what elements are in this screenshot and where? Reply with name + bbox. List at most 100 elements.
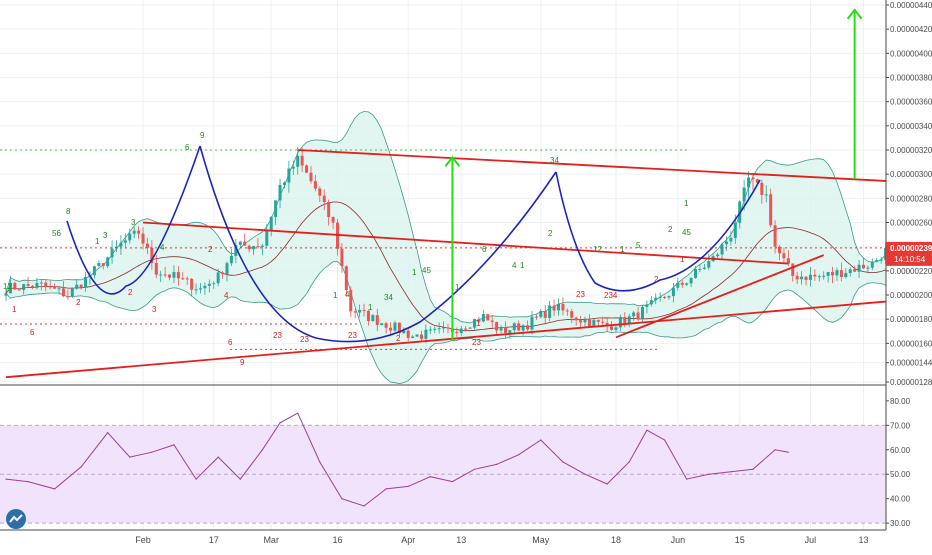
price-axis-bg [886, 0, 932, 550]
candle [181, 278, 185, 280]
candle [813, 274, 817, 277]
y-tick-label: 0.00000420 [890, 25, 932, 34]
tradingview-logo-icon[interactable] [6, 509, 26, 529]
td-counter-up: 1 [620, 245, 625, 254]
candle [415, 334, 419, 337]
candle [137, 230, 141, 234]
inner-support-line [615, 254, 825, 339]
candle [676, 282, 680, 288]
rsi-point [606, 483, 608, 485]
candle [742, 187, 746, 202]
candle [287, 168, 291, 183]
rsi-point [628, 461, 630, 463]
rsi-point [518, 454, 520, 456]
candle [53, 286, 57, 289]
candle [265, 230, 269, 246]
candle [499, 327, 503, 331]
candle [654, 297, 658, 301]
candle [667, 296, 671, 298]
candle [243, 241, 247, 246]
y-tick-label: 0.00000360 [890, 98, 932, 107]
y-tick-label: 0.00000220 [890, 267, 932, 276]
y-tick-label: 0.00000160 [890, 339, 932, 348]
td-counter-up: 3 [103, 231, 108, 240]
candle [636, 312, 640, 319]
candle [583, 319, 587, 323]
candle [13, 282, 17, 290]
candle [579, 320, 583, 323]
candle [437, 328, 441, 330]
candle [66, 296, 70, 298]
candle [557, 303, 560, 311]
candle [305, 165, 309, 173]
candle [309, 172, 313, 182]
rsi-point [151, 451, 153, 453]
candle [402, 330, 406, 334]
candle [561, 303, 565, 311]
td-counter-up: 34 [550, 156, 559, 165]
candle [473, 319, 477, 328]
candle [769, 194, 773, 226]
td-counter-up: 4 [160, 243, 165, 252]
rsi-point [562, 461, 564, 463]
candle [548, 305, 552, 318]
td-counter-down: 23 [300, 335, 309, 344]
candle [632, 312, 636, 317]
candle [786, 258, 790, 264]
candle [702, 267, 706, 269]
y-tick-label: 0.00000300 [890, 170, 932, 179]
candle [150, 247, 154, 263]
rsi-point [107, 432, 109, 434]
candle [778, 246, 781, 254]
candle [565, 310, 569, 312]
candle [26, 284, 30, 286]
x-tick-label: Jun [671, 535, 686, 545]
td-counter-down: 23 [576, 290, 585, 299]
td-counter-up: 9 [200, 131, 205, 140]
candle [490, 320, 494, 322]
td-counter-up: 4 [512, 261, 517, 270]
candle [44, 282, 48, 287]
td-counter-down: 3 [152, 305, 157, 314]
candle [353, 311, 357, 313]
candle [132, 230, 136, 234]
candle [380, 323, 384, 325]
candle [870, 261, 874, 268]
candle [610, 326, 614, 330]
y-tick-label: 0.00000400 [890, 49, 932, 58]
candle [172, 272, 176, 278]
candle [31, 285, 35, 288]
rsi-point [217, 456, 219, 458]
candle [110, 248, 114, 258]
candle [198, 288, 202, 290]
rsi-point [496, 463, 498, 465]
candle [48, 286, 52, 288]
rsi-y-tick-label: 30.00 [890, 519, 911, 528]
candle [106, 257, 110, 267]
candle [260, 245, 264, 248]
candle [680, 282, 684, 285]
candle [526, 325, 530, 330]
candle [614, 327, 618, 330]
candle [349, 289, 353, 312]
candle [685, 283, 689, 285]
y-tick-label: 0.00000380 [890, 74, 932, 83]
y-tick-label: 0.00000128 [890, 378, 932, 387]
rsi-point [664, 439, 666, 441]
candle [344, 266, 348, 290]
candle [358, 309, 362, 313]
td-counter-down: 6 [30, 328, 35, 337]
y-tick-label: 0.00000180 [890, 315, 932, 324]
candle [278, 185, 282, 201]
candle [875, 260, 879, 262]
candle [760, 182, 764, 195]
candle [658, 296, 662, 298]
candle [393, 322, 397, 331]
candle [446, 327, 450, 329]
candle [97, 263, 101, 267]
candle [79, 284, 83, 288]
candle [517, 323, 521, 331]
rsi-point [5, 478, 7, 480]
